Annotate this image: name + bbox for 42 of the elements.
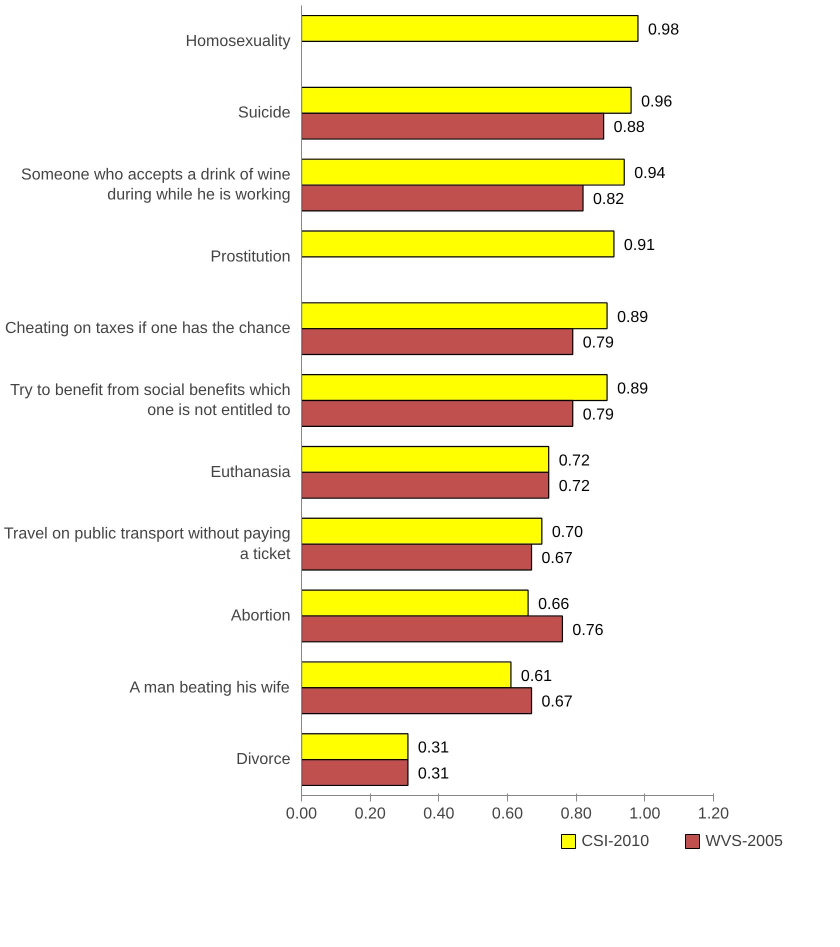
y-tick-label: Euthanasia — [210, 464, 291, 481]
y-tick-label: Suicide — [238, 104, 291, 122]
y-tick-label: Divorce — [236, 751, 291, 768]
bar — [302, 230, 615, 258]
data-label: 0.72 — [558, 452, 590, 470]
y-tick-label: Cheating on taxes if one has the chance — [4, 320, 291, 338]
data-label: 0.98 — [648, 21, 680, 38]
data-label: 0.31 — [418, 766, 450, 783]
data-label: 0.96 — [641, 93, 672, 110]
data-label: 0.67 — [542, 550, 573, 568]
y-tick-label: Try to benefit from social benefits which one is not entitled to — [10, 382, 291, 420]
data-label: 0.31 — [418, 740, 450, 757]
data-label: 0.82 — [593, 190, 624, 208]
legend-label: CSI-2010 — [582, 833, 650, 850]
data-label: 0.67 — [542, 694, 573, 711]
data-label: 0.94 — [634, 165, 666, 182]
x-tick-label: 0.80 — [560, 806, 592, 822]
data-label: 0.61 — [520, 668, 552, 685]
data-label: 0.72 — [558, 478, 590, 496]
x-tick-label: 0.00 — [286, 806, 318, 822]
data-label: 0.89 — [617, 380, 648, 398]
y-tick-label: A man beating his wife — [130, 679, 290, 696]
legend-label: WVS-2005 — [706, 833, 783, 850]
data-label: 0.70 — [552, 524, 584, 542]
data-label: 0.76 — [572, 622, 604, 639]
data-label: 0.79 — [582, 334, 614, 352]
x-tick-label: 0.20 — [354, 806, 386, 822]
y-tick-label: Abortion — [230, 607, 290, 624]
y-tick-label: Homosexuality — [186, 32, 291, 50]
data-label: 0.88 — [614, 119, 645, 136]
x-tick-label: 1.00 — [629, 806, 661, 822]
x-tick-label: 0.60 — [492, 806, 524, 822]
data-label: 0.89 — [617, 308, 648, 326]
x-tick-label: 1.20 — [698, 806, 730, 822]
x-tick-label: 0.40 — [423, 806, 455, 822]
data-label: 0.79 — [582, 406, 614, 424]
y-tick-label: Prostitution — [210, 248, 291, 266]
data-label: 0.66 — [538, 596, 570, 614]
data-label: 0.91 — [624, 236, 656, 254]
y-tick-label: Travel on public transport without paying a ticket — [4, 525, 292, 563]
y-tick-label: Someone who accepts a drink of wine during while he is working — [21, 166, 291, 204]
bar — [302, 14, 639, 42]
